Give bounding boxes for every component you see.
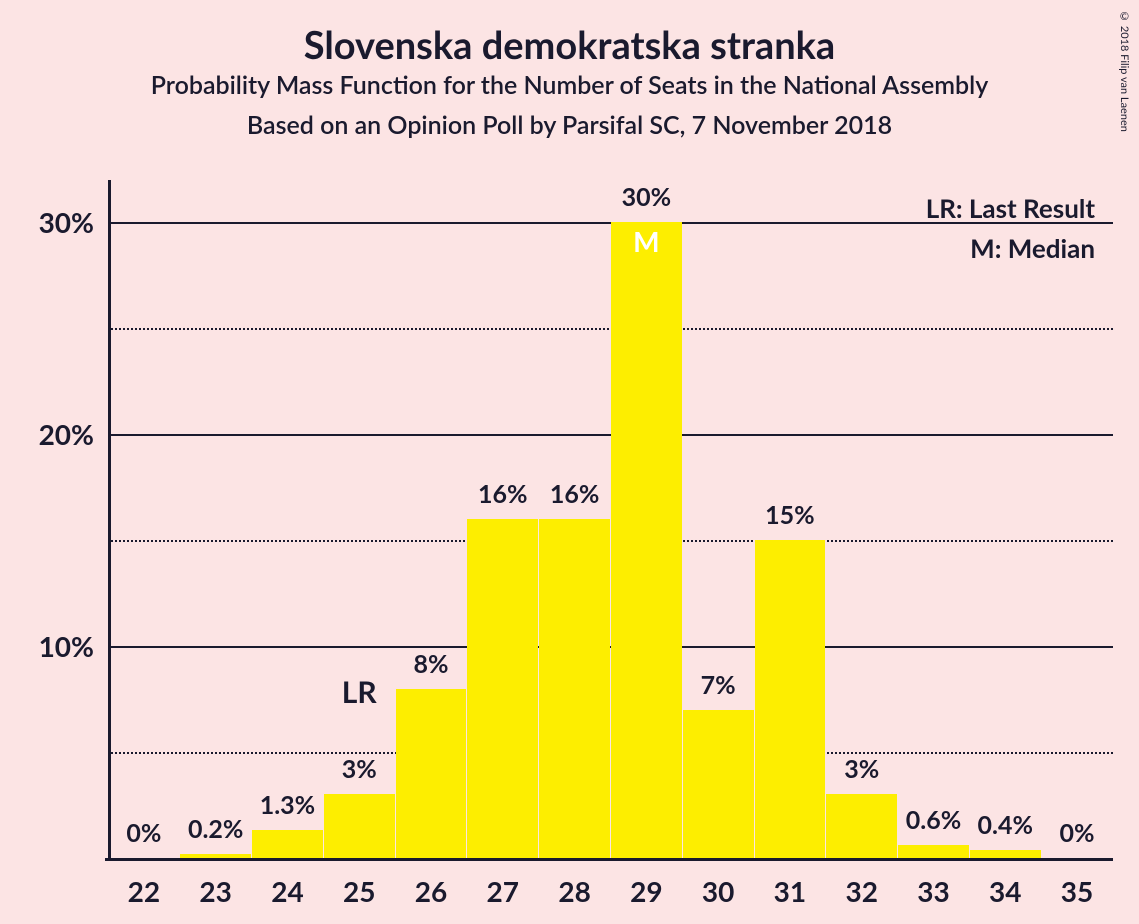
bar (826, 794, 897, 858)
bar (396, 689, 467, 859)
bar (611, 222, 682, 858)
bar-slot: 16%27 (467, 180, 539, 858)
bar-value-label: 8% (414, 649, 449, 679)
bar-value-label: 0.2% (188, 814, 243, 844)
x-tick-label: 28 (558, 858, 590, 908)
x-tick-label: 26 (415, 858, 447, 908)
bar-slot: 3%LR25 (323, 180, 395, 858)
y-tick-label: 20% (39, 417, 108, 451)
bar-slot: 3%32 (826, 180, 898, 858)
bar-value-label: 0% (1060, 818, 1095, 848)
x-tick-label: 27 (487, 858, 519, 908)
x-axis-line (105, 858, 1113, 861)
legend-m: M: Median (970, 232, 1095, 264)
x-tick-label: 35 (1061, 858, 1093, 908)
bar-slot: 15%31 (754, 180, 826, 858)
bar-value-label: 0% (126, 818, 161, 848)
x-tick-label: 33 (917, 858, 949, 908)
median-marker: M (633, 224, 659, 258)
bar-slot: 8%26 (395, 180, 467, 858)
x-tick-label: 32 (845, 858, 877, 908)
bar-slot: 0.2%23 (180, 180, 252, 858)
x-tick-label: 34 (989, 858, 1021, 908)
last-result-marker: LR (342, 674, 377, 710)
legend-lr: LR: Last Result (926, 192, 1095, 224)
bar (467, 519, 538, 858)
bar-slot: 0%22 (108, 180, 180, 858)
bar-value-label: 0.4% (978, 810, 1033, 840)
bars-container: 0%220.2%231.3%243%LR258%2616%2716%2830%M… (108, 180, 1113, 858)
chart-container: © 2018 Filip van Laenen Slovenska demokr… (0, 0, 1139, 924)
bar (539, 519, 610, 858)
bar (252, 830, 323, 858)
bar (324, 794, 395, 858)
chart-title: Slovenska demokratska stranka (0, 22, 1139, 68)
x-tick-label: 31 (774, 858, 806, 908)
bar-slot: 0.6%33 (898, 180, 970, 858)
bar-value-label: 1.3% (260, 790, 315, 820)
bar-value-label: 3% (342, 754, 377, 784)
x-tick-label: 24 (271, 858, 303, 908)
bar (683, 710, 754, 858)
bar-slot: 16%28 (539, 180, 611, 858)
chart-subtitle-2: Based on an Opinion Poll by Parsifal SC,… (0, 110, 1139, 140)
bar-slot: 0%35 (1041, 180, 1113, 858)
x-tick-label: 22 (128, 858, 160, 908)
bar-value-label: 16% (550, 479, 600, 509)
bar (898, 845, 969, 858)
bar-value-label: 0.6% (906, 805, 961, 835)
y-tick-label: 10% (39, 629, 108, 663)
bar-value-label: 7% (701, 670, 736, 700)
y-tick-label: 30% (39, 205, 108, 239)
bar (755, 540, 826, 858)
bar-slot: 30%M29 (610, 180, 682, 858)
bar (970, 850, 1041, 858)
x-tick-label: 29 (630, 858, 662, 908)
bar-slot: 0.4%34 (969, 180, 1041, 858)
bar-slot: 1.3%24 (252, 180, 324, 858)
plot-area: 0%220.2%231.3%243%LR258%2616%2716%2830%M… (108, 180, 1113, 858)
bar-value-label: 16% (478, 479, 528, 509)
x-tick-label: 25 (343, 858, 375, 908)
x-tick-label: 23 (199, 858, 231, 908)
bar-slot: 7%30 (682, 180, 754, 858)
y-axis-line (108, 180, 111, 858)
bar-value-label: 3% (844, 754, 879, 784)
bar-value-label: 30% (622, 182, 672, 212)
chart-subtitle-1: Probability Mass Function for the Number… (0, 70, 1139, 100)
bar-value-label: 15% (765, 500, 815, 530)
x-tick-label: 30 (702, 858, 734, 908)
